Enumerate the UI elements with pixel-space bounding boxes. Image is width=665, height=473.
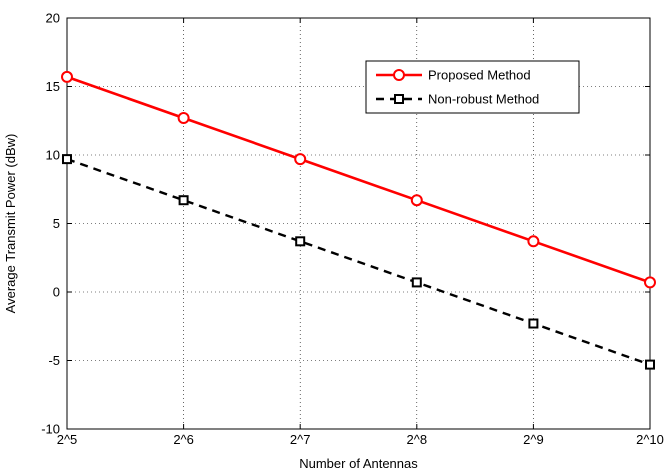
data-point: [645, 359, 655, 370]
y-tick-label: 15: [46, 79, 60, 94]
series-1: [61, 70, 656, 289]
series-2: [62, 154, 655, 370]
legend-entry: Non-robust Method: [376, 92, 539, 107]
data-point: [411, 277, 422, 288]
axis-ticks: 2^5 2^6 2^7 2^8 2^9 2^10 -10 -5 0 5 10 15 20: [41, 11, 664, 448]
y-tick-label: 0: [53, 285, 60, 300]
x-tick-label: 2^9: [523, 432, 544, 447]
legend-marker: [393, 69, 405, 81]
x-axis-label: Number of Antennas: [299, 456, 418, 471]
data-point: [294, 153, 307, 166]
y-axis-label: Average Transmit Power (dBw): [3, 134, 18, 314]
data-point: [178, 195, 189, 206]
x-tick-label: 2^5: [57, 432, 78, 447]
legend: Proposed Method Non-robust Method: [365, 60, 580, 114]
series-line: [66, 157, 651, 366]
data-point: [644, 276, 656, 289]
x-tick-label: 2^10: [636, 432, 664, 447]
series-layer: [61, 70, 656, 370]
x-tick-label: 2^7: [290, 432, 311, 447]
data-point: [527, 235, 540, 248]
x-tick-label: 2^6: [173, 432, 194, 447]
data-point: [410, 194, 423, 207]
y-tick-label: 10: [46, 148, 60, 163]
data-point: [61, 70, 73, 83]
y-tick-label: -10: [41, 422, 60, 437]
data-point: [62, 154, 72, 165]
data-point: [177, 112, 190, 125]
y-tick-label: 5: [53, 216, 60, 231]
legend-marker: [394, 94, 404, 104]
x-tick-label: 2^8: [407, 432, 428, 447]
data-point: [528, 318, 539, 329]
y-tick-label: -5: [48, 353, 60, 368]
legend-entry: Proposed Method: [376, 68, 531, 83]
legend-label: Proposed Method: [428, 68, 531, 83]
y-tick-label: 20: [46, 11, 60, 26]
series-line: [66, 75, 651, 284]
data-point: [295, 236, 306, 247]
legend-label: Non-robust Method: [428, 92, 539, 107]
